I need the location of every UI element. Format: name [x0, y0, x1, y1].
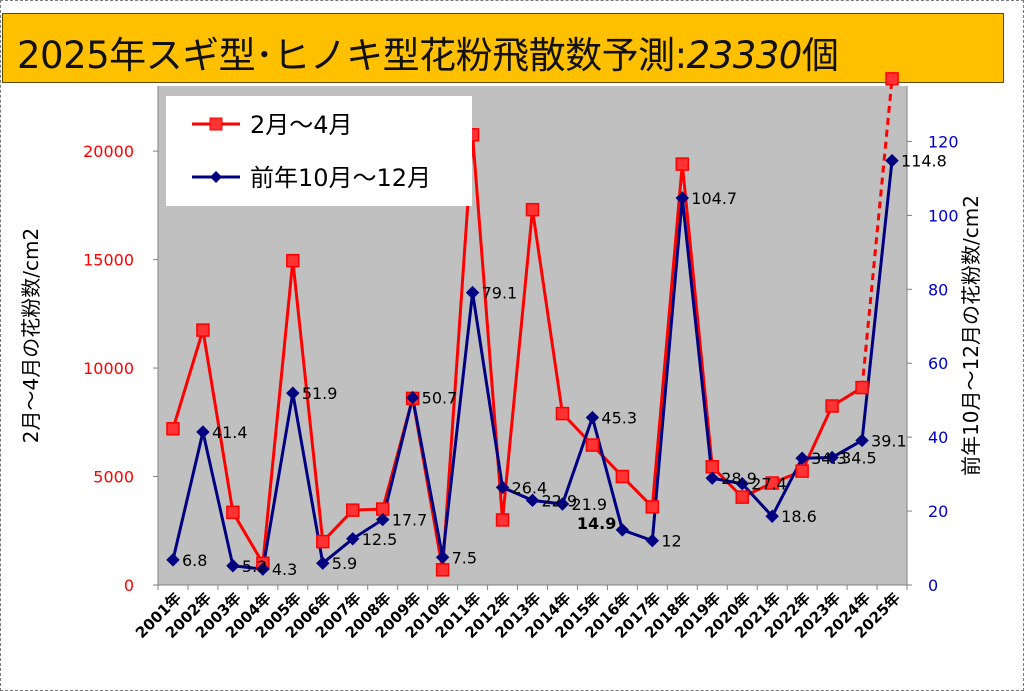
data-point-prev-oct-dec: [465, 285, 480, 300]
data-point-feb-apr: [585, 438, 600, 452]
data-point-prev-oct-dec: [405, 390, 420, 405]
data-point-prev-oct-dec: [705, 471, 719, 485]
series-line-feb-apr-forecast: [860, 78, 894, 388]
data-label: 104.7: [691, 189, 737, 208]
right-tick-label: 120: [928, 132, 959, 151]
data-label: 34.5: [841, 448, 877, 467]
data-label: 4.3: [272, 560, 297, 579]
left-tick-label: 10000: [83, 359, 134, 378]
data-point-prev-oct-dec: [795, 451, 809, 465]
right-tick-label: 0: [928, 576, 938, 595]
data-label: 12.5: [362, 530, 398, 549]
title-text: 2025年スギ型･ヒノキ型花粉飛散数予測:: [17, 34, 687, 77]
right-tick-label: 20: [928, 502, 948, 521]
data-point-feb-apr: [226, 505, 240, 520]
data-label: 21.9: [571, 495, 607, 514]
data-point-feb-apr: [525, 202, 540, 217]
data-label: 7.5: [452, 548, 477, 567]
data-point-feb-apr: [435, 563, 450, 577]
title-bar: 2025年スギ型･ヒノキ型花粉飛散数予測:23330個: [2, 13, 1004, 83]
data-label: 5.2: [242, 557, 267, 576]
data-label: 14.9: [577, 514, 616, 533]
left-tick-label: 20000: [83, 142, 134, 161]
legend-marker-prev-oct-dec: [210, 171, 222, 183]
data-point-prev-oct-dec: [286, 386, 300, 400]
data-label: 41.4: [212, 423, 248, 442]
data-label: 17.7: [392, 511, 428, 530]
data-point-prev-oct-dec: [615, 523, 630, 537]
data-label: 28.9: [721, 469, 757, 488]
data-label: 22.9: [542, 491, 578, 510]
data-point-feb-apr: [825, 399, 839, 413]
left-tick-label: 0: [124, 576, 134, 595]
data-label: 6.8: [182, 551, 207, 570]
data-label: 18.6: [781, 507, 817, 526]
data-point-prev-oct-dec: [735, 477, 749, 491]
chart-title: 2025年スギ型･ヒノキ型花粉飛散数予測:23330個: [17, 25, 839, 79]
data-point-feb-apr: [345, 503, 360, 517]
data-point-prev-oct-dec: [166, 553, 180, 567]
legend-marker-feb-apr: [209, 117, 223, 131]
data-point-prev-oct-dec: [855, 433, 869, 448]
data-point-prev-oct-dec: [435, 550, 450, 564]
data-point-feb-apr: [555, 406, 570, 421]
data-point-prev-oct-dec: [226, 559, 240, 573]
data-point-prev-oct-dec: [555, 497, 570, 511]
data-label: 12: [661, 532, 681, 551]
data-point-feb-apr: [286, 253, 300, 268]
data-point-feb-apr: [166, 422, 180, 436]
data-point-feb-apr: [495, 513, 510, 527]
legend-label-prev-oct-dec: 前年10月～12月: [250, 164, 431, 192]
data-point-prev-oct-dec: [256, 562, 270, 576]
data-point-prev-oct-dec: [825, 450, 839, 465]
data-point-prev-oct-dec: [885, 153, 899, 168]
data-point-prev-oct-dec: [645, 533, 660, 548]
data-label: 34.3: [811, 449, 847, 468]
y-axis-title-right: 前年10月～12月の花粉数/cm2: [959, 195, 983, 476]
left-tick-label: 5000: [93, 468, 134, 487]
data-label: 79.1: [482, 284, 518, 303]
data-point-prev-oct-dec: [585, 410, 600, 425]
data-point-feb-apr: [675, 157, 690, 171]
data-label: 51.9: [302, 384, 338, 403]
data-point-prev-oct-dec: [765, 509, 779, 523]
data-label: 5.9: [332, 554, 357, 573]
data-point-feb-apr: [705, 460, 720, 474]
data-point-feb-apr: [196, 323, 210, 337]
title-number: 23330: [686, 34, 803, 77]
data-point-feb-apr: [885, 72, 899, 86]
data-point-feb-apr: [765, 476, 779, 490]
data-point-prev-oct-dec: [346, 532, 360, 546]
right-tick-label: 100: [928, 206, 959, 225]
data-label: 27.4: [751, 475, 787, 494]
y-axis-title-left: 2月～4月の花粉数/cm2: [19, 228, 43, 443]
right-tick-label: 40: [928, 428, 948, 447]
data-point-prev-oct-dec: [196, 425, 210, 439]
left-tick-label: 15000: [83, 251, 134, 270]
data-point-prev-oct-dec: [316, 556, 330, 570]
data-point-feb-apr: [855, 380, 869, 395]
legend-label-feb-apr: 2月～4月: [250, 111, 353, 139]
title-suffix: 個: [801, 34, 839, 77]
right-tick-label: 60: [928, 354, 948, 373]
data-point-prev-oct-dec: [375, 512, 390, 527]
data-label: 114.8: [901, 152, 947, 171]
legend-box: [166, 96, 472, 206]
data-label: 26.4: [512, 478, 548, 497]
data-point-prev-oct-dec: [525, 493, 540, 508]
data-point-prev-oct-dec: [675, 191, 690, 205]
right-tick-label: 80: [928, 280, 948, 299]
data-label: 39.1: [871, 431, 907, 450]
data-point-feb-apr: [316, 534, 330, 549]
data-label: 50.7: [422, 389, 458, 408]
data-point-feb-apr: [795, 464, 809, 478]
data-point-feb-apr: [645, 500, 660, 514]
data-point-feb-apr: [735, 490, 749, 504]
data-point-prev-oct-dec: [495, 480, 510, 495]
data-label: 45.3: [601, 409, 637, 428]
data-point-feb-apr: [615, 469, 630, 484]
